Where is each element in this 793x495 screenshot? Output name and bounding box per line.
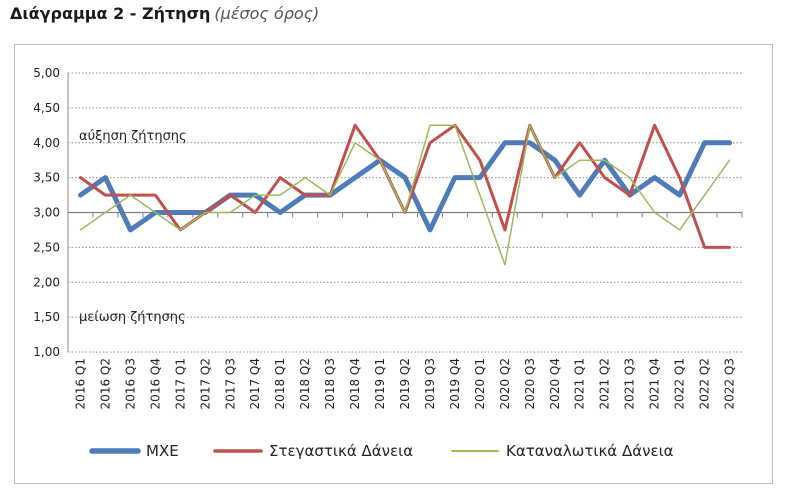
x-tick-label: 2018 Q3 [323,358,337,409]
x-tick-label: 2018 Q2 [298,358,312,409]
x-tick-label: 2022 Q3 [723,358,737,409]
x-tick-label: 2020 Q4 [548,358,562,409]
x-tick-label: 2022 Q1 [673,358,687,409]
x-tick-label: 2022 Q2 [698,358,712,409]
chart-title-main: Διάγραμμα 2 - Ζήτηση [10,4,211,23]
x-tick-label: 2021 Q1 [573,358,587,409]
x-tick-label: 2017 Q1 [173,358,187,409]
y-tick-label: 1,50 [33,310,60,324]
x-tick-label: 2016 Q2 [98,358,112,409]
x-tick-label: 2019 Q2 [398,358,412,409]
chart-title-sub: (μέσος όρος) [214,4,320,23]
chart-annotation: αύξηση ζήτησης [79,129,187,144]
y-tick-label: 5,00 [33,66,60,80]
x-tick-label: 2017 Q4 [248,358,262,409]
y-tick-label: 2,50 [33,240,60,254]
x-tick-label: 2019 Q1 [373,358,387,409]
x-tick-label: 2021 Q4 [648,358,662,409]
x-tick-label: 2020 Q1 [473,358,487,409]
y-tick-label: 1,00 [33,345,60,359]
chart-annotation: μείωση ζήτησης [79,310,186,325]
x-tick-label: 2016 Q3 [123,358,137,409]
y-tick-label: 3,50 [33,171,60,185]
x-tick-label: 2016 Q1 [73,358,87,409]
x-tick-label: 2020 Q3 [523,358,537,409]
x-tick-label: 2021 Q2 [598,358,612,409]
y-tick-label: 4,00 [33,136,60,150]
series-line [78,140,732,233]
x-tick-label: 2021 Q3 [623,358,637,409]
x-tick-label: 2019 Q3 [423,358,437,409]
y-tick-label: 2,00 [33,275,60,289]
chart-frame [14,44,773,484]
x-tick-label: 2016 Q4 [148,358,162,409]
legend-label: ΜΧΕ [146,442,179,460]
x-tick-label: 2019 Q4 [448,358,462,409]
legend-label: Καταναλωτικά Δάνεια [506,442,674,460]
legend-label: Στεγαστικά Δάνεια [269,442,413,460]
x-tick-label: 2017 Q2 [198,358,212,409]
x-tick-label: 2018 Q1 [273,358,287,409]
x-tick-label: 2017 Q3 [223,358,237,409]
chart-title: Διάγραμμα 2 - Ζήτηση (μέσος όρος) [10,4,319,23]
series-line [79,124,731,266]
x-tick-label: 2018 Q4 [348,358,362,409]
x-tick-label: 2020 Q2 [498,358,512,409]
y-tick-label: 3,00 [33,206,60,220]
y-tick-label: 4,50 [33,101,60,115]
